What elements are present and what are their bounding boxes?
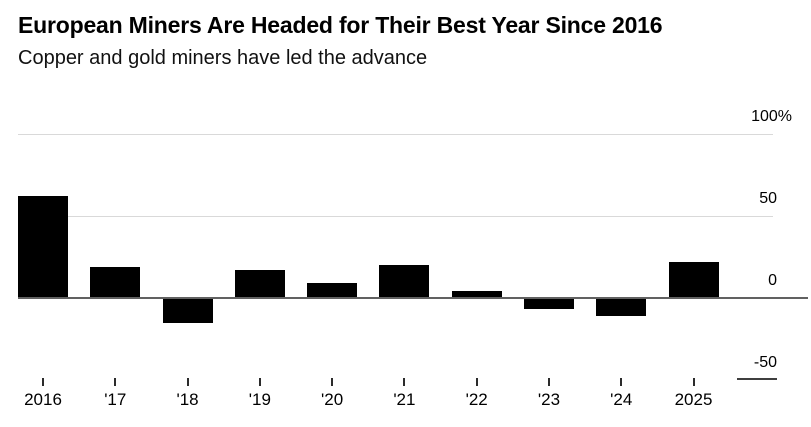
y-axis-label: 50 bbox=[759, 190, 777, 207]
gridline-50 bbox=[18, 216, 773, 217]
x-tick bbox=[620, 378, 623, 386]
x-tick bbox=[186, 378, 189, 386]
plot-area: 100% 50 0 -50 2016 '17 '18 '19 '20 '21 '22 '23 '24 20… bbox=[0, 100, 811, 427]
zero-baseline bbox=[18, 297, 808, 299]
x-axis-label: '22 bbox=[465, 390, 488, 409]
gridline-stub--50 bbox=[737, 378, 777, 380]
bar-22 bbox=[451, 290, 502, 298]
x-tick bbox=[692, 378, 695, 386]
y-axis-label: 0 bbox=[768, 272, 777, 289]
x-tick bbox=[258, 378, 261, 386]
x-axis-label: '23 bbox=[537, 390, 561, 409]
x-tick bbox=[547, 378, 550, 386]
x-axis-label: '24 bbox=[610, 390, 633, 409]
bar-17 bbox=[90, 266, 141, 298]
gridline-100 bbox=[18, 134, 773, 135]
y-axis-label: -50 bbox=[753, 354, 777, 371]
x-tick bbox=[42, 378, 44, 386]
chart-title: European Miners Are Headed for Their Bes… bbox=[18, 12, 663, 38]
bar-23 bbox=[523, 298, 574, 309]
bar-20 bbox=[307, 283, 358, 298]
bar-2025 bbox=[668, 261, 719, 298]
x-axis-label: '21 bbox=[393, 390, 416, 409]
x-axis-label: '17 bbox=[104, 390, 127, 409]
chart-subtitle: Copper and gold miners have led the adva… bbox=[18, 47, 428, 69]
x-tick bbox=[475, 378, 478, 386]
x-axis-label: '19 bbox=[248, 390, 271, 409]
x-tick bbox=[331, 378, 334, 386]
bar-19 bbox=[234, 270, 285, 298]
bar-21 bbox=[379, 265, 430, 298]
y-axis-label: 100% bbox=[751, 108, 792, 125]
x-axis-label: '20 bbox=[321, 390, 344, 409]
x-tick bbox=[114, 378, 117, 386]
bar-2016 bbox=[18, 196, 68, 298]
x-axis-label: '18 bbox=[176, 390, 199, 409]
x-tick bbox=[403, 378, 406, 386]
bar-24 bbox=[596, 298, 647, 317]
x-axis-label: 2016 bbox=[24, 390, 62, 409]
x-axis-label: 2025 bbox=[674, 390, 713, 409]
bar-18 bbox=[162, 298, 213, 323]
